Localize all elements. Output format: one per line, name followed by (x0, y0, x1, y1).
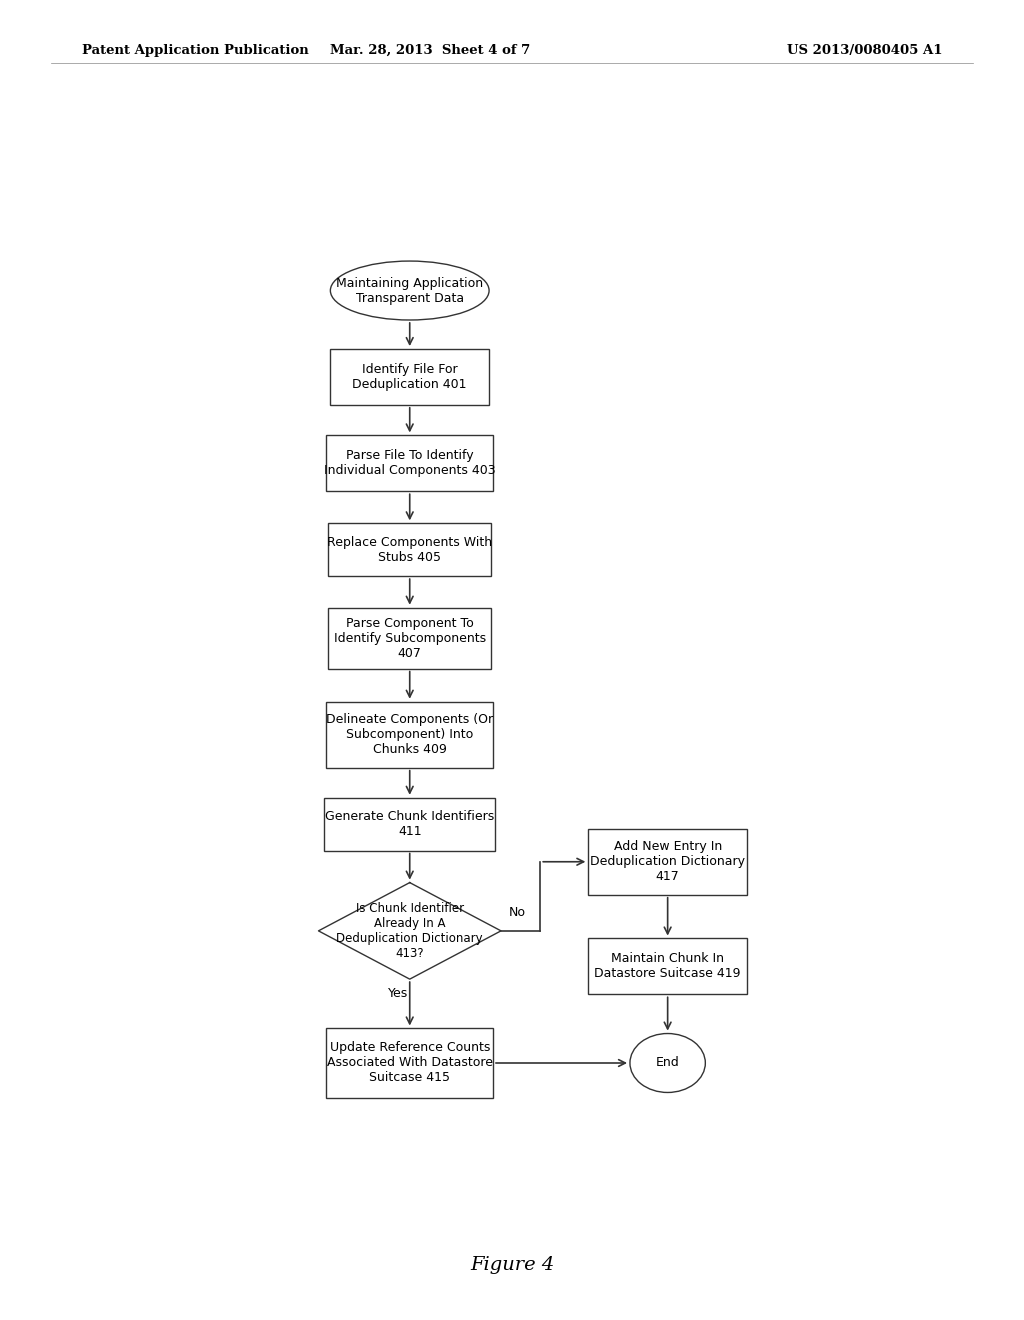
Ellipse shape (331, 261, 489, 319)
Bar (327, 1028, 493, 1097)
Text: Figure 4: Figure 4 (470, 1255, 554, 1274)
Bar (329, 523, 492, 576)
Text: Update Reference Counts
Associated With Datastore
Suitcase 415: Update Reference Counts Associated With … (327, 1041, 493, 1085)
Text: Identify File For
Deduplication 401: Identify File For Deduplication 401 (352, 363, 467, 391)
Text: Maintain Chunk In
Datastore Suitcase 419: Maintain Chunk In Datastore Suitcase 419 (594, 953, 741, 981)
Bar (588, 939, 748, 994)
Text: No: No (509, 906, 526, 919)
Bar (327, 436, 493, 491)
Text: Mar. 28, 2013  Sheet 4 of 7: Mar. 28, 2013 Sheet 4 of 7 (330, 44, 530, 57)
Text: Add New Entry In
Deduplication Dictionary
417: Add New Entry In Deduplication Dictionar… (590, 841, 745, 883)
Ellipse shape (630, 1034, 706, 1093)
Text: End: End (655, 1056, 680, 1069)
Text: Generate Chunk Identifiers
411: Generate Chunk Identifiers 411 (325, 810, 495, 838)
Bar (327, 702, 493, 768)
Text: Replace Components With
Stubs 405: Replace Components With Stubs 405 (327, 536, 493, 564)
Text: Delineate Components (Or
Subcomponent) Into
Chunks 409: Delineate Components (Or Subcomponent) I… (327, 713, 494, 756)
Text: Parse File To Identify
Individual Components 403: Parse File To Identify Individual Compon… (324, 449, 496, 478)
Text: Is Chunk Identifier
Already In A
Deduplication Dictionary
413?: Is Chunk Identifier Already In A Dedupli… (337, 902, 483, 960)
Text: US 2013/0080405 A1: US 2013/0080405 A1 (786, 44, 942, 57)
Bar (325, 797, 495, 850)
Bar (331, 348, 489, 405)
Text: Parse Component To
Identify Subcomponents
407: Parse Component To Identify Subcomponent… (334, 616, 485, 660)
Bar (329, 607, 492, 669)
Text: Patent Application Publication: Patent Application Publication (82, 44, 308, 57)
Text: Yes: Yes (388, 987, 408, 1001)
Text: Maintaining Application
Transparent Data: Maintaining Application Transparent Data (336, 276, 483, 305)
Polygon shape (318, 883, 501, 979)
Bar (588, 829, 748, 895)
